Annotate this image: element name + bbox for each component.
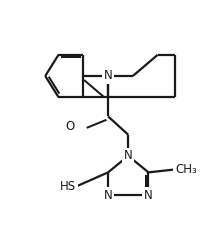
Text: N: N — [104, 189, 112, 202]
Text: N: N — [124, 149, 133, 162]
Text: CH₃: CH₃ — [175, 163, 197, 176]
Text: O: O — [66, 120, 75, 133]
Text: N: N — [104, 69, 112, 82]
Text: HS: HS — [60, 180, 76, 193]
Text: N: N — [144, 189, 153, 202]
